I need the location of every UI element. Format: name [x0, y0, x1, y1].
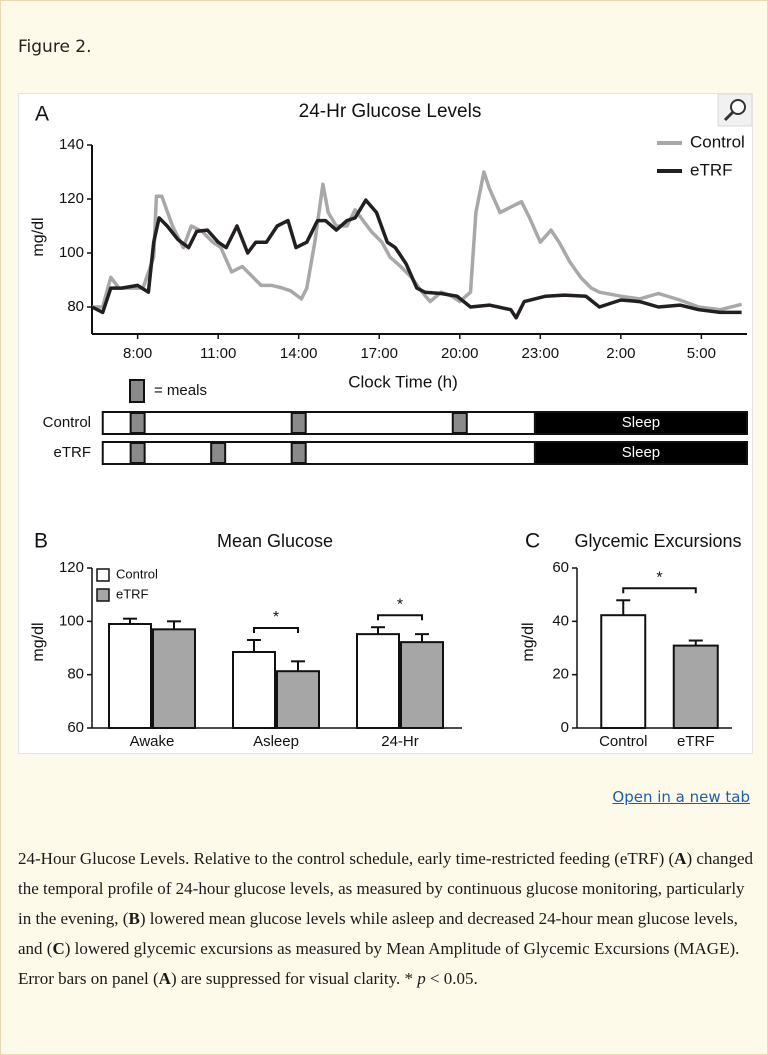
x-tick-label: Control: [599, 733, 647, 750]
line-series: [91, 198, 742, 320]
x-tick-label: Awake: [130, 733, 175, 750]
y-tick-label: 120: [59, 190, 84, 207]
bar: [400, 641, 444, 730]
schedule-row-label: eTRF: [54, 444, 92, 461]
panel-letter: A: [35, 103, 49, 126]
caption-segment: ) lowered glycemic excursions as measure…: [18, 939, 740, 988]
x-tick-label: 20:00: [441, 345, 479, 362]
open-in-new-tab-link[interactable]: Open in a new tab: [612, 788, 750, 806]
meal: [290, 412, 307, 434]
figure-graphic: A 24-Hr Glucose Levels mg/dl Clock Time (h)…: [30, 94, 752, 750]
y-axis-label: mg/dl: [520, 622, 537, 661]
meal: [129, 442, 146, 464]
schedule-row-label: Control: [43, 414, 91, 431]
meal-legend-swatch: [129, 379, 145, 403]
significance-label: *: [397, 596, 403, 613]
sleep-label: Sleep: [622, 414, 660, 431]
awake-period: [101, 441, 536, 465]
caption-segment: 24-Hour Glucose Levels. Relative to the …: [18, 849, 675, 868]
significance-label: *: [273, 609, 279, 626]
sleep-label: Sleep: [622, 444, 660, 461]
sleep-period: [533, 441, 748, 465]
meal: [129, 412, 146, 434]
y-tick-label: 20: [552, 666, 569, 683]
awake-period: [101, 411, 536, 435]
caption-segment: ) changed the temporal profile of 24-hou…: [18, 849, 754, 928]
legend-swatch: [96, 568, 110, 582]
y-tick-label: 140: [59, 136, 84, 153]
legend-label: Control: [690, 132, 745, 151]
significance-bracket: [253, 627, 299, 633]
y-axis-label: mg/dl: [30, 622, 47, 661]
y-tick-label: 60: [552, 559, 569, 576]
bar: [108, 623, 152, 729]
figure: A 24-Hr Glucose Levels mg/dl Clock Time (h)…: [18, 93, 753, 754]
y-tick-label: 100: [59, 244, 84, 261]
meal: [210, 442, 227, 464]
y-tick-label: 80: [67, 298, 84, 315]
x-tick-label: 17:00: [360, 345, 398, 362]
meal: [451, 412, 468, 434]
figure-label: Figure 2.: [18, 37, 92, 57]
legend-label: eTRF: [690, 160, 733, 179]
legend-label: Control: [116, 566, 158, 581]
x-tick-label: 8:00: [123, 345, 152, 362]
x-tick-label: Asleep: [253, 733, 299, 750]
x-tick-label: 23:00: [522, 345, 560, 362]
caption-segment: ) lowered mean glucose levels while asle…: [18, 909, 738, 958]
chart-title: Mean Glucose: [217, 531, 333, 551]
significance-bracket: [622, 587, 697, 594]
caption-segment: ) are suppressed for visual clarity. *: [170, 969, 418, 988]
y-tick-label: 80: [67, 666, 84, 683]
y-axis-label: mg/dl: [30, 217, 47, 256]
y-tick-label: 60: [67, 719, 84, 736]
y-tick-label: 0: [561, 719, 569, 736]
x-tick-label: 5:00: [687, 345, 716, 362]
bar: [232, 651, 276, 729]
x-tick-label: 11:00: [200, 345, 236, 362]
caption-segment: B: [128, 909, 140, 928]
significance-bracket: [377, 614, 423, 621]
bar: [276, 670, 320, 730]
legend-swatch: [96, 588, 110, 602]
meal-legend-label: = meals: [154, 382, 207, 399]
sleep-period: [533, 411, 748, 435]
y-tick-label: 120: [59, 559, 84, 576]
x-tick-label: 14:00: [280, 345, 318, 362]
legend-label: eTRF: [116, 586, 149, 601]
caption-segment: < 0.05.: [425, 969, 478, 988]
meal: [290, 442, 307, 464]
bar: [600, 614, 647, 730]
panel-letter: B: [34, 530, 48, 553]
line-series: [92, 170, 743, 312]
caption-segment: p: [417, 969, 426, 988]
caption-segment: C: [52, 939, 65, 958]
chart-title: Glycemic Excursions: [574, 531, 741, 551]
bar: [152, 628, 196, 729]
x-tick-label: 24-Hr: [381, 733, 419, 750]
y-tick-label: 100: [59, 612, 84, 629]
zoom-icon[interactable]: [717, 94, 752, 127]
chart-title: 24-Hr Glucose Levels: [299, 101, 482, 122]
x-tick-label: eTRF: [677, 733, 715, 750]
bar: [356, 633, 400, 730]
caption-segment: A: [158, 969, 171, 988]
panel-letter: C: [525, 530, 540, 553]
significance-label: *: [656, 569, 662, 586]
x-axis-label: Clock Time (h): [348, 372, 458, 391]
x-tick-label: 2:00: [606, 345, 635, 362]
caption: 24-Hour Glucose Levels. Relative to the …: [18, 844, 756, 994]
bar: [672, 644, 719, 729]
caption-segment: A: [674, 849, 687, 868]
y-tick-label: 40: [552, 612, 569, 629]
